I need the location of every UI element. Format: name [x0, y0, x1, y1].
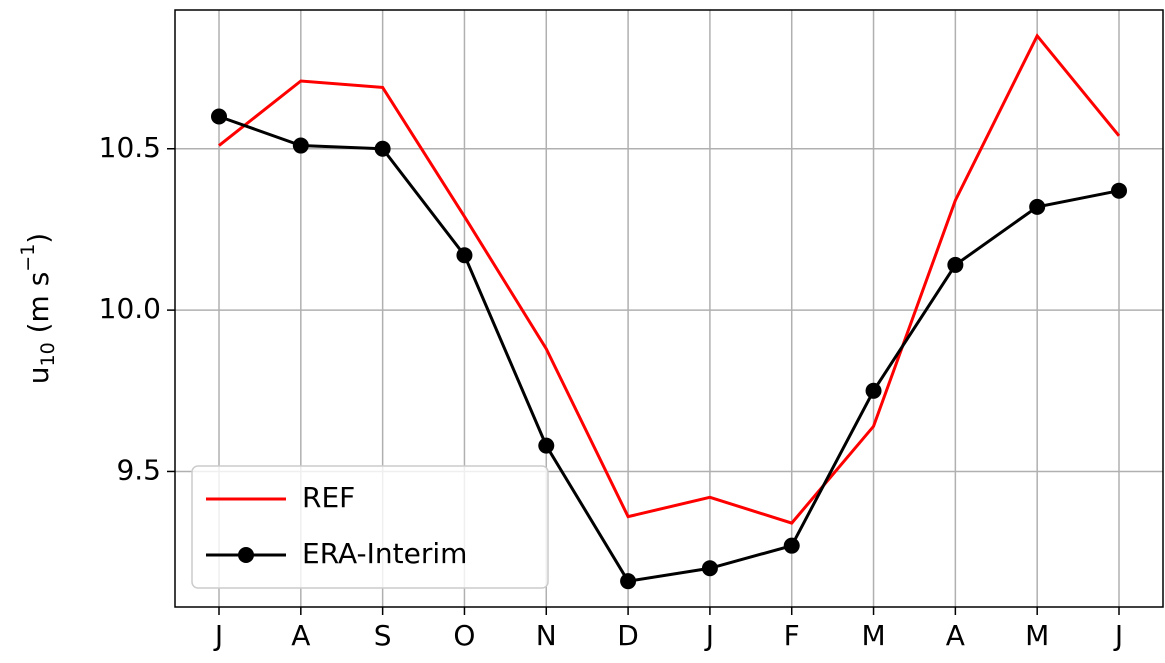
marker	[783, 537, 800, 554]
line	[218, 33, 1121, 525]
legend-box	[191, 465, 549, 589]
marker	[701, 560, 718, 577]
x-tick-label: J	[1113, 619, 1123, 652]
y-label-part: u	[22, 366, 55, 384]
legend-label: REF	[302, 481, 355, 514]
line	[218, 115, 1120, 583]
x-tick-label: J	[704, 619, 714, 652]
marker	[538, 437, 555, 454]
legend-label: ERA-Interim	[302, 537, 467, 570]
marker	[211, 108, 227, 125]
x-tick-label: A	[291, 619, 310, 652]
y-axis-label: u10 (m s−1)	[17, 233, 59, 384]
x-tick-label: A	[946, 619, 965, 652]
legend-marker	[238, 547, 254, 563]
marker	[1111, 182, 1127, 199]
marker	[292, 137, 309, 154]
x-tick-label: M	[861, 619, 885, 652]
y-tick-label: 10.5	[99, 131, 161, 164]
y-label-part: )	[22, 233, 55, 244]
x-tick-label: S	[374, 619, 392, 652]
x-tick-label: N	[536, 619, 557, 652]
y-tick-label: 10.0	[99, 292, 161, 325]
y-tick-label: 9.5	[116, 453, 161, 486]
marker	[374, 140, 391, 157]
marker	[947, 256, 964, 273]
marker	[865, 382, 882, 399]
marker	[620, 573, 637, 590]
y-label-part: 10	[37, 342, 59, 366]
x-tick-label: M	[1025, 619, 1049, 652]
x-tick-label: O	[453, 619, 475, 652]
y-label-part: −1	[17, 244, 39, 272]
x-tick-label: D	[617, 619, 639, 652]
marker	[1029, 198, 1046, 215]
axes-frame	[174, 9, 1164, 608]
x-tick-label: J	[213, 619, 223, 652]
marker	[456, 247, 473, 264]
x-tick-label: F	[784, 619, 800, 652]
y-label-part: (m s	[22, 272, 55, 343]
